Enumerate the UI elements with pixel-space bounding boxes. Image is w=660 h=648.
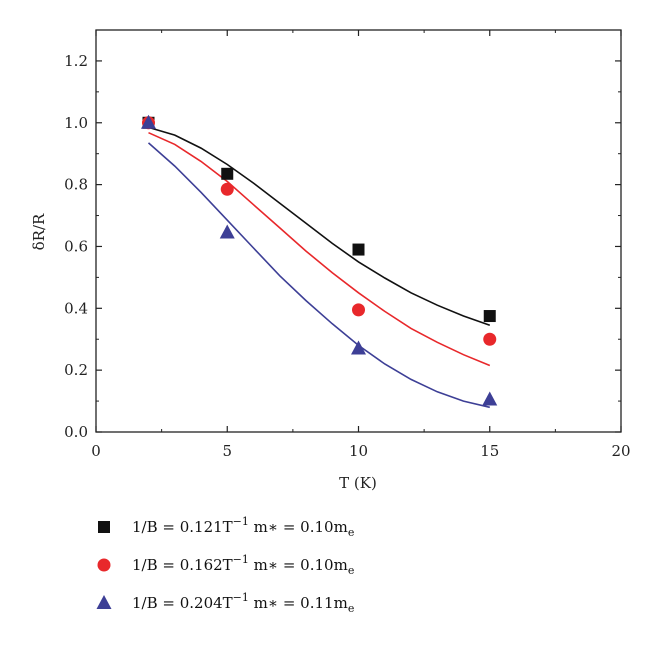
data-point-triangle xyxy=(351,340,366,355)
y-tick-label: 1.0 xyxy=(64,114,88,132)
x-axis-label: T (K) xyxy=(339,474,377,492)
plot-frame xyxy=(95,29,622,433)
fit-curve-triangle xyxy=(147,142,490,409)
data-point-circle xyxy=(483,332,497,346)
y-tick-label: 1.2 xyxy=(64,52,88,70)
x-tick-label: 10 xyxy=(349,442,368,460)
fit-curve-square xyxy=(148,126,491,327)
legend: 1/B = 0.121T−1 m∗ = 0.10me 1/B = 0.162T−1… xyxy=(96,515,354,615)
x-tick-label: 0 xyxy=(91,442,101,460)
legend-label: 1/B = 0.162T−1 m∗ = 0.10me xyxy=(132,553,354,577)
axes: 0 5 10 15 20 0.0 0.2 0.4 0.6 0.8 1.0 1.2 xyxy=(64,29,631,460)
y-tick-label: 0.6 xyxy=(64,237,88,255)
fit-curves xyxy=(147,126,491,409)
legend-marker-square xyxy=(98,521,110,533)
data-point-circle xyxy=(220,182,234,196)
x-tick-label: 5 xyxy=(222,442,232,460)
y-tick-label: 0.0 xyxy=(64,423,88,441)
data-point-triangle xyxy=(482,391,498,406)
legend-marker-circle xyxy=(97,558,111,572)
fit-curve-circle xyxy=(148,131,491,367)
x-tick-label: 20 xyxy=(611,442,630,460)
legend-label: 1/B = 0.204T−1 m∗ = 0.11me xyxy=(132,591,354,615)
y-tick-label: 0.8 xyxy=(64,176,88,194)
y-tick-label: 0.2 xyxy=(64,361,88,379)
data-point-circle xyxy=(352,303,365,317)
x-tick-label: 15 xyxy=(480,442,499,460)
data-point-triangle xyxy=(219,224,235,239)
data-markers xyxy=(141,114,498,406)
data-point-square xyxy=(221,167,234,180)
legend-marker-triangle xyxy=(96,595,112,609)
data-point-square xyxy=(352,243,365,256)
legend-label: 1/B = 0.121T−1 m∗ = 0.10me xyxy=(132,515,354,539)
y-tick-label: 0.4 xyxy=(64,299,88,317)
y-axis-label: δR/R xyxy=(30,213,48,250)
data-point-square xyxy=(483,310,496,323)
data-point-triangle xyxy=(141,114,156,129)
